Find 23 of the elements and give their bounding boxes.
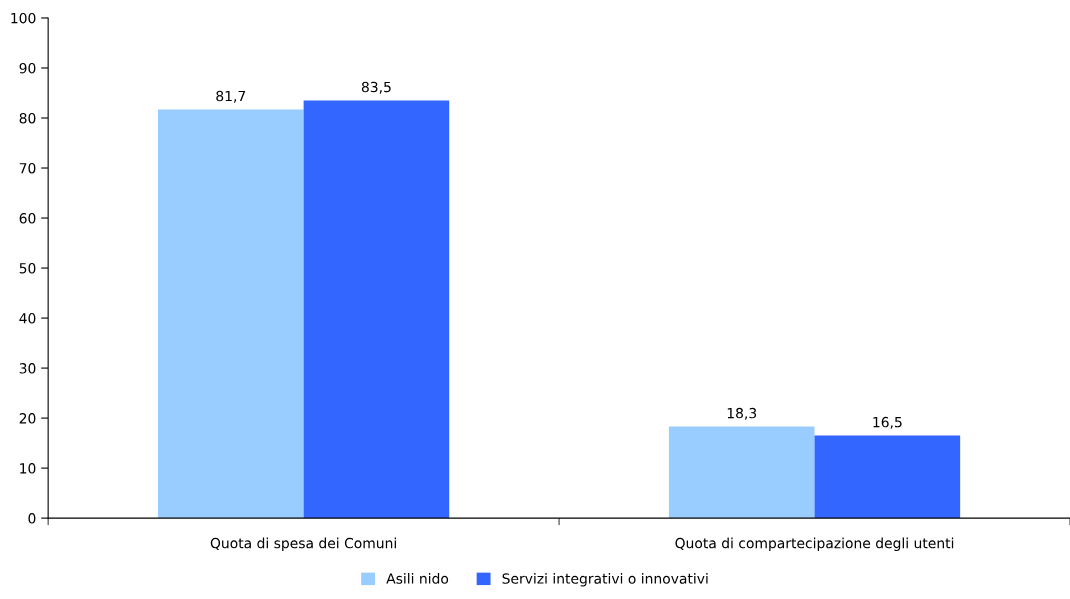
y-tick-label: 30 (19, 363, 36, 374)
y-tick-label: 20 (19, 413, 36, 424)
y-tick-label: 0 (28, 513, 36, 524)
bar (303, 100, 450, 519)
x-tick-label: Quota di compartecipazione degli utenti (675, 537, 954, 552)
legend-label: Asili nido (386, 573, 449, 584)
y-tick-label: 40 (19, 313, 36, 324)
data-label: 16,5 (873, 416, 902, 429)
data-label: 83,5 (361, 81, 391, 94)
legend-label: Servizi integrativi o innovativi (502, 573, 708, 587)
bar (668, 426, 815, 519)
x-tick-label: Quota di spesa dei Comuni (210, 537, 396, 552)
y-tick-label: 10 (20, 463, 36, 474)
bar (158, 109, 304, 519)
y-tick-label: 60 (19, 213, 36, 224)
y-tick-label: 100 (11, 12, 36, 24)
y-tick-label: 80 (19, 112, 36, 124)
y-tick-label: 50 (19, 263, 36, 274)
data-label: 18,3 (727, 407, 757, 420)
y-tick-label: 90 (19, 62, 36, 74)
y-tick-label: 70 (19, 162, 36, 174)
bar (814, 435, 961, 519)
data-label: 81,7 (216, 90, 246, 103)
